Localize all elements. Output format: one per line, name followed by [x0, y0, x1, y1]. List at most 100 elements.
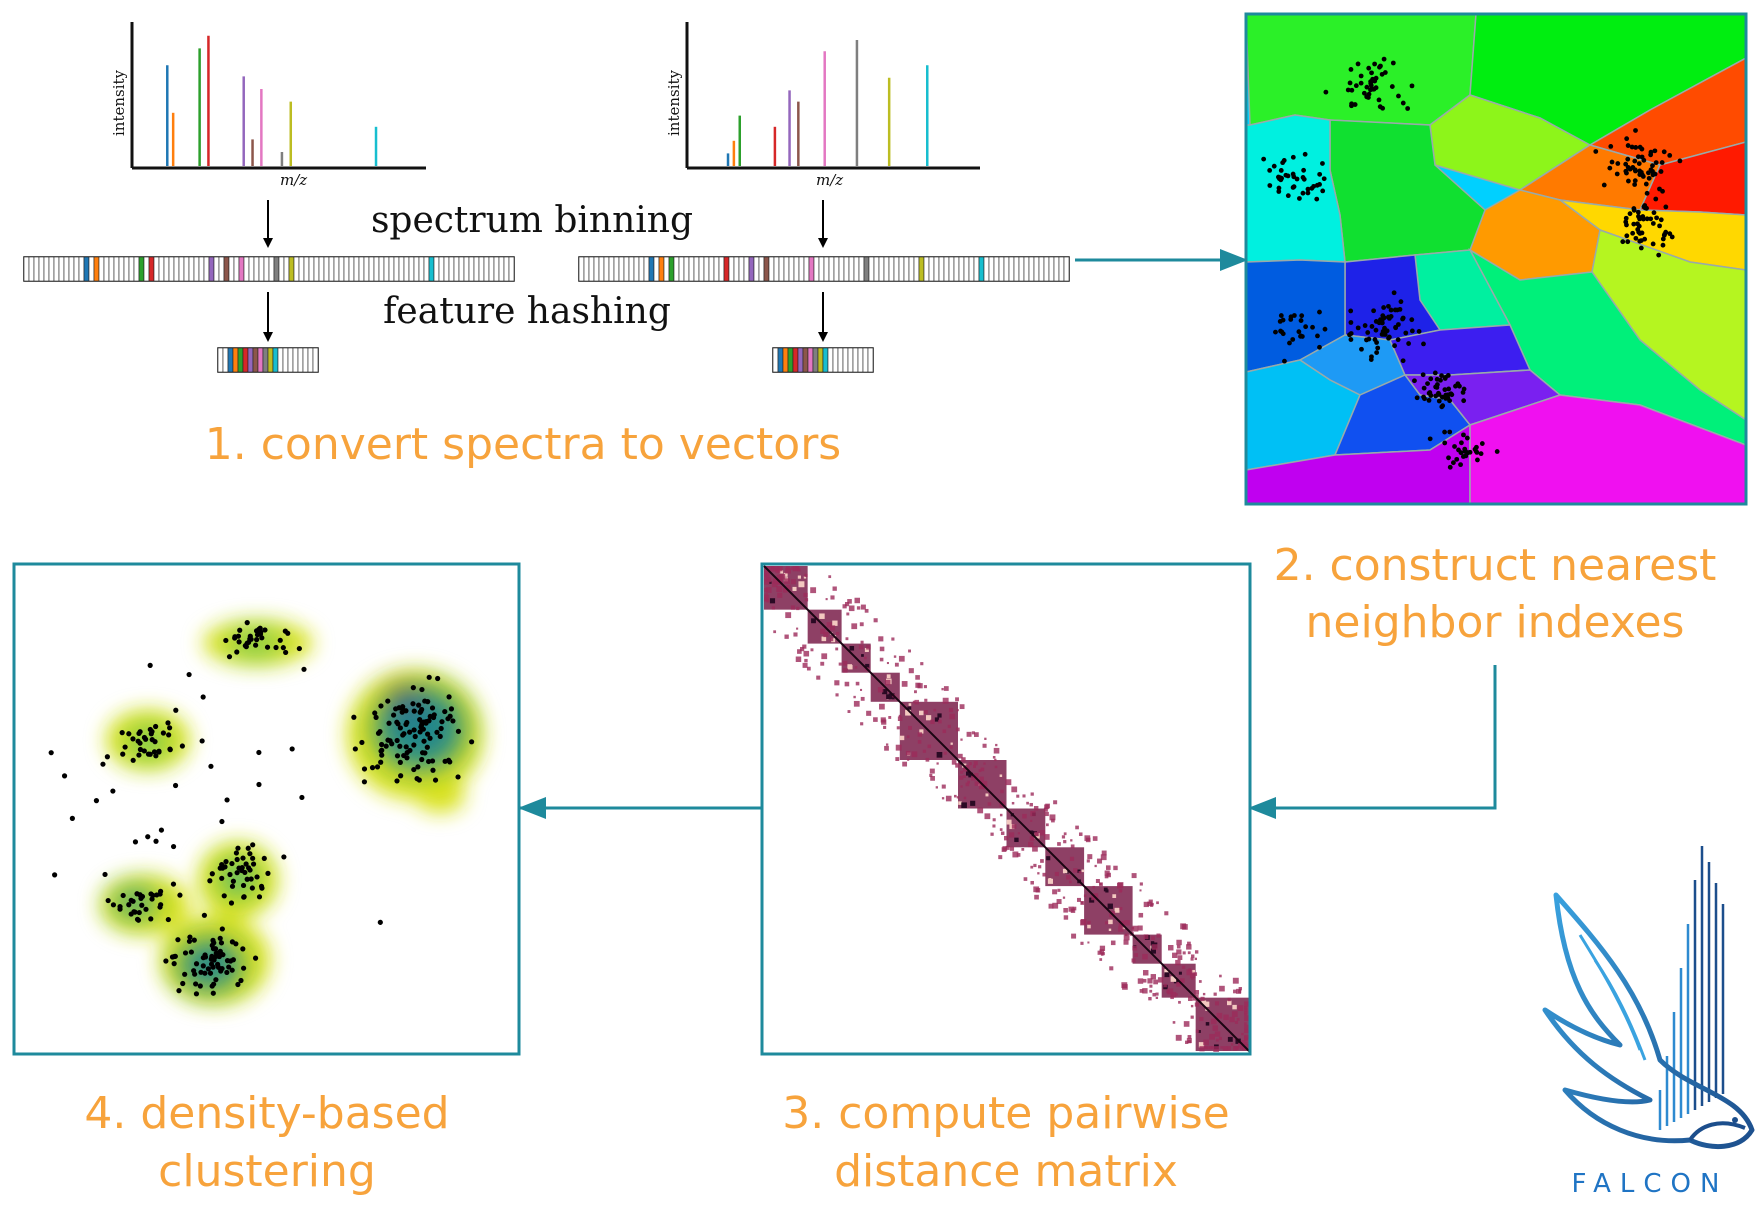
vector-bin	[673, 256, 680, 282]
matrix-cell	[802, 644, 807, 649]
matrix-cell	[1117, 882, 1124, 888]
vector-bin	[403, 256, 410, 282]
vector-bin	[473, 256, 480, 282]
point	[1298, 318, 1304, 323]
vector-bin	[913, 256, 920, 282]
matrix-cell	[1178, 971, 1182, 975]
point	[193, 981, 199, 987]
point	[218, 940, 225, 946]
point	[200, 955, 206, 961]
matrix-cell	[1037, 872, 1040, 875]
point	[361, 766, 368, 772]
matrix-cell	[1099, 945, 1106, 951]
matrix-cell	[1048, 878, 1052, 881]
matrix-cell	[973, 764, 976, 768]
vector-bin	[183, 256, 190, 282]
point	[1384, 328, 1390, 334]
voronoi-cell	[1469, 394, 1746, 504]
point	[1439, 404, 1445, 410]
matrix-cell	[1150, 903, 1154, 907]
matrix-cell	[1029, 802, 1033, 807]
matrix-cell	[1070, 839, 1073, 842]
vector-bin	[812, 347, 819, 373]
point	[1278, 313, 1284, 318]
point	[1349, 87, 1355, 93]
vector-bin	[163, 256, 170, 282]
point	[1420, 372, 1426, 378]
matrix-cell	[987, 802, 992, 806]
vector-bin	[768, 256, 775, 282]
vector-bin	[578, 256, 585, 282]
matrix-cell	[968, 762, 972, 766]
matrix-cell	[1182, 924, 1188, 930]
point	[1377, 104, 1383, 110]
matrix-cell	[1151, 944, 1158, 950]
vector-bin	[772, 347, 779, 373]
vector-bin	[758, 256, 765, 282]
point	[1405, 106, 1411, 111]
matrix-cell	[1156, 933, 1161, 938]
matrix-cell	[878, 636, 884, 642]
matrix-cell	[1063, 832, 1067, 836]
spectrum-b-peaks	[726, 40, 929, 166]
matrix-cell	[1238, 1042, 1243, 1048]
matrix-cell	[1009, 846, 1015, 851]
step4-title-line1: 4. density-based	[84, 1088, 449, 1139]
matrix-cell	[1205, 1022, 1210, 1026]
vector-bin	[213, 256, 220, 282]
matrix-cell	[1170, 995, 1174, 1000]
matrix-cell	[1244, 1041, 1248, 1045]
matrix-cell	[816, 675, 821, 680]
point	[136, 752, 142, 758]
matrix-cell	[978, 769, 982, 773]
matrix-cell	[1186, 969, 1193, 976]
point	[1442, 387, 1448, 393]
vector-bin	[983, 256, 990, 282]
matrix-cell	[998, 855, 1003, 860]
matrix-cell	[1034, 831, 1039, 837]
point	[1629, 144, 1635, 150]
point	[401, 731, 407, 737]
point	[437, 733, 443, 740]
point	[1648, 152, 1654, 158]
vector-bin	[628, 256, 635, 282]
point	[407, 747, 413, 754]
matrix-cell	[1030, 880, 1034, 885]
matrix-cell	[895, 757, 900, 761]
matrix-cell	[1244, 1015, 1250, 1021]
matrix-cell	[1191, 954, 1195, 958]
vector-bin	[363, 256, 370, 282]
point	[395, 721, 401, 727]
matrix-cell	[1190, 1015, 1194, 1019]
matrix-cell	[905, 750, 911, 756]
matrix-cell	[1052, 889, 1058, 895]
matrix-cell	[951, 760, 957, 765]
vector-bin	[218, 256, 225, 282]
vector-bin	[908, 256, 915, 282]
matrix-cell	[1244, 1001, 1250, 1007]
matrix-cell	[1150, 948, 1156, 954]
matrix-cell	[1119, 906, 1123, 911]
point	[197, 983, 203, 989]
point	[209, 942, 215, 949]
matrix-cell	[885, 679, 891, 686]
vector-bin	[838, 256, 845, 282]
point	[1280, 317, 1286, 323]
matrix-cell	[811, 618, 816, 624]
matrix-cell	[1226, 1000, 1232, 1006]
point	[254, 637, 260, 643]
vector-bin	[203, 256, 210, 282]
matrix-cell	[1087, 921, 1090, 925]
point	[1614, 171, 1620, 177]
matrix-cell	[851, 623, 858, 630]
point	[1323, 89, 1329, 95]
matrix-cell	[966, 731, 972, 737]
point	[1667, 153, 1673, 158]
vector-bin	[133, 256, 140, 282]
matrix-cell	[784, 634, 789, 639]
point	[102, 871, 108, 878]
vector-bin	[873, 256, 880, 282]
point	[383, 743, 389, 749]
vector-bin	[483, 256, 490, 282]
matrix-cell	[877, 687, 884, 693]
